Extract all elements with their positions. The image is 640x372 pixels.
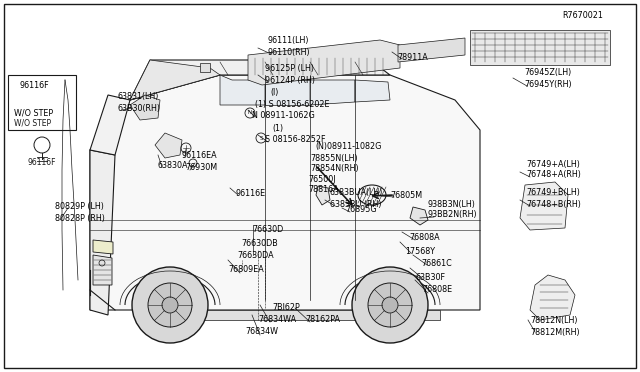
Polygon shape: [145, 310, 440, 320]
Polygon shape: [520, 182, 568, 230]
Text: 78812N(LH): 78812N(LH): [530, 315, 577, 324]
Text: 76834W: 76834W: [245, 327, 278, 337]
Text: 80829P (LH): 80829P (LH): [55, 202, 104, 212]
Polygon shape: [93, 240, 113, 254]
Text: 80828P (RH): 80828P (RH): [55, 214, 105, 222]
Text: 78816A: 78816A: [308, 186, 339, 195]
Text: (N)08911-1082G: (N)08911-1082G: [315, 142, 381, 151]
Polygon shape: [90, 95, 130, 155]
Text: 63B30F: 63B30F: [416, 273, 446, 282]
Circle shape: [162, 297, 178, 313]
Text: 76895G: 76895G: [345, 205, 376, 215]
Text: 78855N(LH): 78855N(LH): [310, 154, 358, 163]
Text: 76630DB: 76630DB: [241, 238, 278, 247]
Polygon shape: [248, 40, 400, 85]
Polygon shape: [470, 30, 610, 65]
Text: 76748+A(RH): 76748+A(RH): [526, 170, 581, 180]
Text: 76861C: 76861C: [421, 260, 452, 269]
Text: 96116F: 96116F: [28, 158, 56, 167]
Text: R7670021: R7670021: [562, 10, 603, 19]
Text: 96124P (RH): 96124P (RH): [265, 76, 315, 84]
Text: 96111(LH): 96111(LH): [268, 36, 310, 45]
Text: W/O STEP: W/O STEP: [14, 109, 53, 118]
Text: 76930M: 76930M: [185, 164, 217, 173]
Text: 78812M(RH): 78812M(RH): [530, 327, 580, 337]
Polygon shape: [355, 80, 390, 102]
Text: 76945Y(RH): 76945Y(RH): [524, 80, 572, 89]
Polygon shape: [310, 80, 355, 105]
Circle shape: [99, 260, 105, 266]
Text: 96125P (LH): 96125P (LH): [265, 64, 314, 74]
Text: 78854N(RH): 78854N(RH): [310, 164, 358, 173]
Polygon shape: [93, 255, 112, 285]
Circle shape: [132, 267, 208, 343]
Text: (I): (I): [270, 89, 278, 97]
Text: 78162PA: 78162PA: [305, 315, 340, 324]
Text: 76808E: 76808E: [422, 285, 452, 295]
Polygon shape: [265, 80, 310, 105]
Text: 76748+B(RH): 76748+B(RH): [526, 199, 581, 208]
Text: 63B30(RH): 63B30(RH): [118, 103, 161, 112]
Text: S: S: [259, 135, 263, 141]
Text: 938B3N(LH): 938B3N(LH): [428, 199, 476, 208]
Polygon shape: [200, 63, 210, 72]
Bar: [8, 75, 76, 130]
Text: 96116EA: 96116EA: [182, 151, 218, 160]
Text: 96116E: 96116E: [235, 189, 265, 198]
Text: 96110(RH): 96110(RH): [268, 48, 310, 57]
Text: 78911A: 78911A: [397, 52, 428, 61]
Text: N: N: [248, 110, 252, 115]
Circle shape: [368, 283, 412, 327]
Text: S 08156-8252F: S 08156-8252F: [265, 135, 326, 144]
Text: 17568Y: 17568Y: [405, 247, 435, 256]
Polygon shape: [130, 60, 220, 100]
Text: 6383BUA(LH): 6383BUA(LH): [330, 189, 383, 198]
Text: 76834WA: 76834WA: [258, 315, 296, 324]
Text: 76808A: 76808A: [409, 234, 440, 243]
Circle shape: [148, 283, 192, 327]
Polygon shape: [90, 150, 115, 315]
Text: 76805M: 76805M: [390, 190, 422, 199]
Polygon shape: [398, 38, 465, 62]
Polygon shape: [316, 186, 330, 205]
Text: W/O STEP: W/O STEP: [14, 118, 51, 127]
Text: N 08911-1062G: N 08911-1062G: [252, 110, 315, 119]
Text: 76749+B(LH): 76749+B(LH): [526, 189, 580, 198]
Text: 93BB2N(RH): 93BB2N(RH): [428, 211, 477, 219]
Circle shape: [382, 297, 398, 313]
Text: 76630DA: 76630DA: [237, 250, 274, 260]
Text: 76749+A(LH): 76749+A(LH): [526, 160, 580, 169]
Text: 76630D: 76630D: [252, 225, 284, 234]
Polygon shape: [530, 275, 575, 320]
Text: 63830A: 63830A: [158, 160, 189, 170]
Polygon shape: [130, 95, 160, 120]
Polygon shape: [410, 207, 428, 225]
Text: 6383BU (RH): 6383BU (RH): [330, 199, 381, 208]
Text: 63831(LH): 63831(LH): [118, 93, 159, 102]
Polygon shape: [220, 75, 265, 105]
Text: 96116F: 96116F: [20, 80, 50, 90]
Text: 76945Z(LH): 76945Z(LH): [524, 68, 572, 77]
Text: 7BI62P: 7BI62P: [272, 304, 300, 312]
Polygon shape: [130, 60, 390, 100]
Text: 76500J: 76500J: [308, 176, 335, 185]
Text: (1) S 08156-6202E: (1) S 08156-6202E: [255, 99, 330, 109]
Polygon shape: [155, 133, 182, 158]
Text: (1): (1): [272, 125, 283, 134]
Circle shape: [352, 267, 428, 343]
Text: 76809EA: 76809EA: [228, 266, 264, 275]
Polygon shape: [90, 75, 480, 310]
